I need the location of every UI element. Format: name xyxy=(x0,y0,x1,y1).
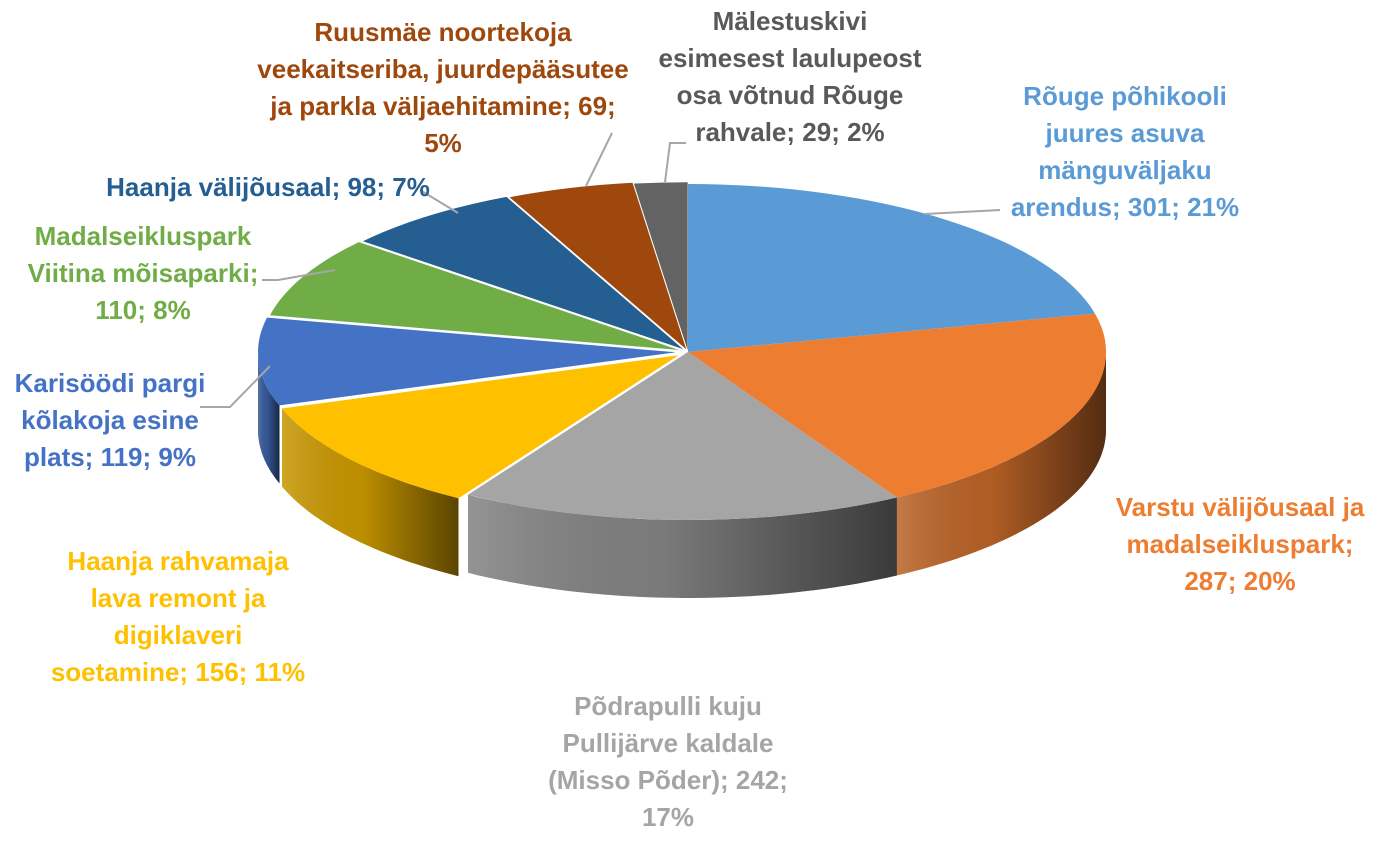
pie-slice-6 xyxy=(362,196,684,350)
pie-side-shade-4 xyxy=(258,352,280,484)
pie-slice-2 xyxy=(468,352,897,520)
data-label-4: Karisöödi pargi kõlakoja esine plats; 119;… xyxy=(15,368,206,472)
data-label-7-line-3: 5% xyxy=(424,128,462,158)
leader-line-4 xyxy=(200,365,271,408)
data-label-1-line-2: 287; 20% xyxy=(1184,566,1295,596)
data-label-0-line-1: juures asuva xyxy=(1045,118,1206,148)
leader-lines xyxy=(200,132,1001,408)
pie-slices xyxy=(258,182,1107,520)
data-label-2-line-2: (Misso Põder); 242; xyxy=(548,765,788,795)
data-label-4-line-1: kõlakoja esine xyxy=(21,405,199,435)
leader-line-8 xyxy=(664,142,686,183)
data-label-3: Haanja rahvamaja lava remont ja digiklaver… xyxy=(51,546,305,687)
data-label-2: Põdrapulli kuju Pullijärve kaldale (Misso … xyxy=(548,691,788,832)
data-label-3-line-3: soetamine; 156; 11% xyxy=(51,657,305,687)
pie-slice-1 xyxy=(688,313,1107,498)
data-label-0-line-0: Rõuge põhikooli xyxy=(1023,81,1227,111)
data-label-2-line-3: 17% xyxy=(642,802,694,832)
data-label-6: Haanja välijõusaal; 98; 7% xyxy=(106,172,430,202)
data-labels: Rõuge põhikooli juures asuva mänguväljaku a… xyxy=(15,6,1365,832)
data-label-1: Varstu välijõusaal ja madalseikluspark; 28… xyxy=(1116,492,1365,596)
data-label-0-line-3: arendus; 301; 21% xyxy=(1011,192,1239,222)
leader-line-0 xyxy=(924,209,1001,215)
pie-slice-7 xyxy=(509,182,687,350)
data-label-4-line-0: Karisöödi pargi xyxy=(15,368,206,398)
data-label-2-line-1: Pullijärve kaldale xyxy=(562,728,773,758)
pie-side-shade-1 xyxy=(896,352,1106,576)
data-label-1-line-0: Varstu välijõusaal ja xyxy=(1116,492,1365,522)
data-label-3-line-0: Haanja rahvamaja xyxy=(67,546,289,576)
data-label-8-line-2: osa võtnud Rõuge xyxy=(677,80,904,110)
data-label-8-line-0: Mälestuskivi xyxy=(713,6,868,36)
pie-side-walls xyxy=(258,352,1106,598)
data-label-3-line-2: digiklaveri xyxy=(114,620,243,650)
leader-line-7 xyxy=(585,132,613,187)
data-label-6-line-0: Haanja välijõusaal; 98; 7% xyxy=(106,172,430,202)
data-label-5-line-1: Viitina mõisaparki; xyxy=(28,258,259,288)
data-label-8-line-3: rahvale; 29; 2% xyxy=(695,117,884,147)
data-label-3-line-1: lava remont ja xyxy=(91,583,266,613)
data-label-0: Rõuge põhikooli juures asuva mänguväljaku a… xyxy=(1011,81,1239,222)
data-label-7-line-1: veekaitseriba, juurdepääsutee xyxy=(257,54,628,84)
pie-side-shade-3 xyxy=(282,408,459,577)
data-label-0-line-2: mänguväljaku xyxy=(1038,155,1211,185)
data-label-7-line-2: ja parkla väljaehitamine; 69; xyxy=(269,91,615,121)
pie-slice-4 xyxy=(258,317,676,406)
data-label-8: Mälestuskivi esimesest laulupeost osa võtn… xyxy=(659,6,922,147)
pie-side-shade-2 xyxy=(468,494,897,598)
data-label-8-line-1: esimesest laulupeost xyxy=(659,43,922,73)
pie-slice-0 xyxy=(688,183,1095,352)
data-label-4-line-2: plats; 119; 9% xyxy=(24,442,196,472)
pie-slice-8 xyxy=(633,182,688,351)
data-label-7-line-0: Ruusmäe noortekoja xyxy=(314,17,572,47)
data-label-5: Madalseikluspark Viitina mõisaparki; 110; … xyxy=(28,221,259,325)
data-label-7: Ruusmäe noortekoja veekaitseriba, juurdep… xyxy=(257,17,628,158)
pie-slice-3 xyxy=(282,355,679,499)
pie-slice-5 xyxy=(270,242,679,350)
data-label-5-line-2: 110; 8% xyxy=(95,295,190,325)
data-label-5-line-0: Madalseikluspark xyxy=(35,221,252,251)
leader-line-6 xyxy=(419,189,459,214)
data-label-2-line-0: Põdrapulli kuju xyxy=(574,691,762,721)
leader-line-5 xyxy=(262,269,336,281)
data-label-1-line-1: madalseikluspark; xyxy=(1127,529,1354,559)
